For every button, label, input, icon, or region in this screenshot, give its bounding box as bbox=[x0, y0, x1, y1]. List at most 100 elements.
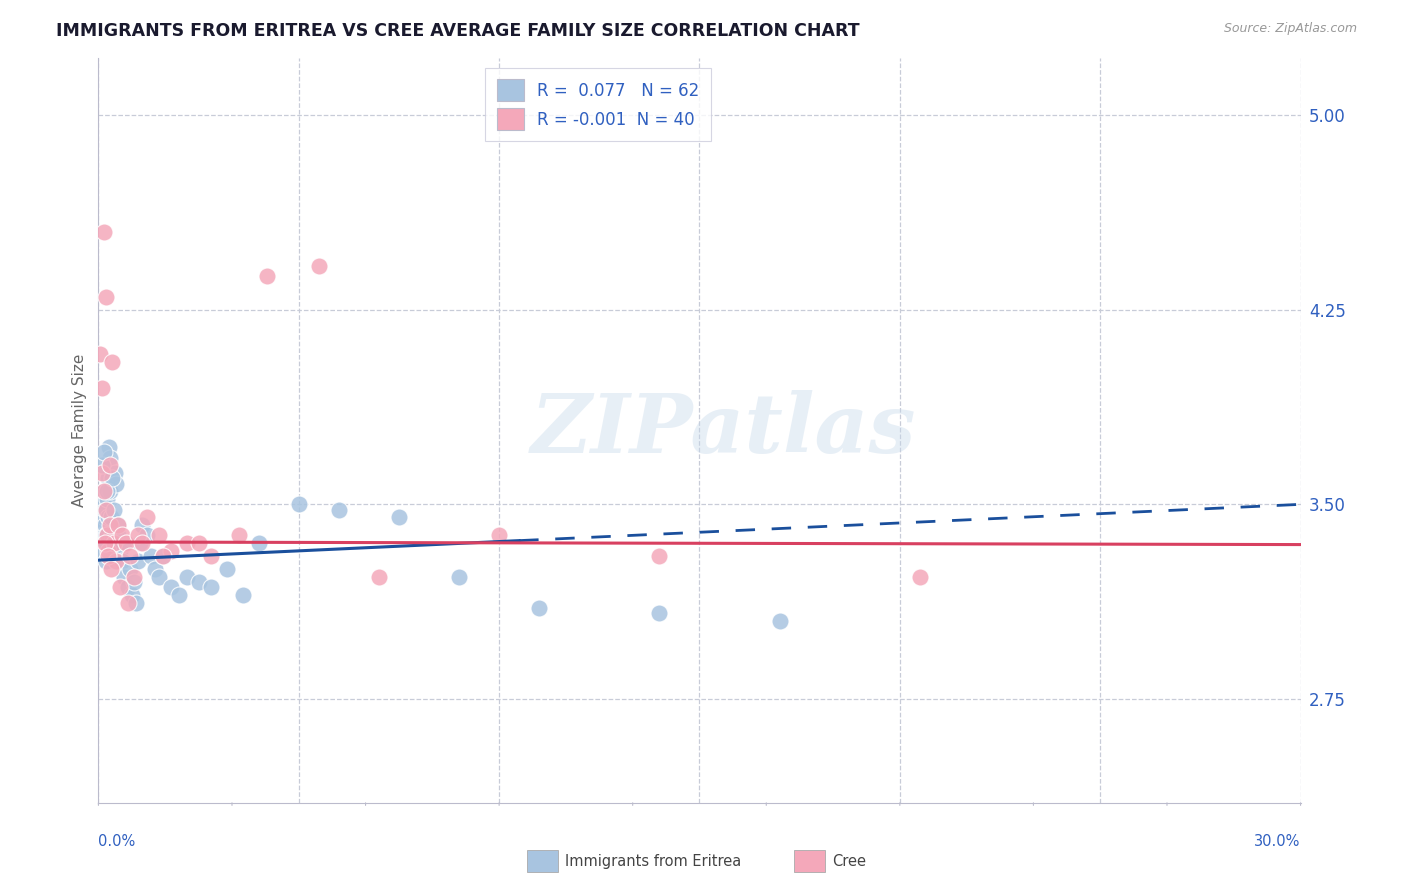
Point bbox=[93, 225, 115, 239]
Point bbox=[124, 575, 146, 590]
Point bbox=[215, 562, 238, 576]
Text: Cree: Cree bbox=[832, 854, 866, 869]
Point bbox=[91, 528, 114, 542]
Point bbox=[100, 484, 122, 499]
Point bbox=[111, 554, 134, 568]
Point bbox=[187, 575, 209, 590]
Point bbox=[256, 268, 278, 283]
Point bbox=[125, 596, 148, 610]
Bar bbox=[794, 850, 825, 872]
Point bbox=[308, 259, 330, 273]
Point bbox=[388, 510, 411, 524]
Point bbox=[110, 544, 132, 558]
Point bbox=[97, 510, 120, 524]
Point bbox=[232, 588, 254, 602]
Point bbox=[187, 536, 209, 550]
Point bbox=[148, 570, 170, 584]
Point bbox=[769, 614, 792, 628]
Point bbox=[96, 528, 118, 542]
Point bbox=[110, 581, 132, 595]
Point bbox=[101, 528, 124, 542]
Point bbox=[105, 476, 128, 491]
Point bbox=[115, 536, 138, 550]
Point bbox=[148, 528, 170, 542]
Point bbox=[131, 518, 153, 533]
Point bbox=[200, 549, 222, 564]
Point bbox=[96, 502, 118, 516]
Point bbox=[96, 492, 118, 507]
Point bbox=[129, 536, 152, 550]
Point bbox=[152, 549, 174, 564]
Point bbox=[111, 528, 134, 542]
Point bbox=[94, 554, 117, 568]
Point bbox=[94, 290, 117, 304]
Point bbox=[288, 497, 311, 511]
Point bbox=[93, 528, 115, 542]
Text: Immigrants from Eritrea: Immigrants from Eritrea bbox=[565, 854, 741, 869]
Point bbox=[107, 528, 129, 542]
Text: Source: ZipAtlas.com: Source: ZipAtlas.com bbox=[1223, 22, 1357, 36]
Point bbox=[648, 549, 671, 564]
Point bbox=[100, 471, 122, 485]
Point bbox=[96, 528, 118, 542]
Point bbox=[97, 471, 120, 485]
Point bbox=[107, 518, 129, 533]
Point bbox=[529, 601, 551, 615]
Point bbox=[143, 562, 166, 576]
Point bbox=[105, 554, 128, 568]
Point bbox=[100, 458, 122, 473]
Y-axis label: Average Family Size: Average Family Size bbox=[72, 354, 87, 507]
Point bbox=[91, 544, 114, 558]
Point bbox=[93, 445, 115, 459]
Point bbox=[93, 484, 115, 499]
Point bbox=[488, 528, 510, 542]
Point bbox=[124, 570, 146, 584]
Point bbox=[447, 570, 470, 584]
Point bbox=[247, 536, 270, 550]
Legend: R =  0.077   N = 62, R = -0.001  N = 40: R = 0.077 N = 62, R = -0.001 N = 40 bbox=[485, 68, 711, 142]
Point bbox=[128, 554, 150, 568]
Text: IMMIGRANTS FROM ERITREA VS CREE AVERAGE FAMILY SIZE CORRELATION CHART: IMMIGRANTS FROM ERITREA VS CREE AVERAGE … bbox=[56, 22, 860, 40]
Point bbox=[91, 497, 114, 511]
Point bbox=[908, 570, 931, 584]
Point bbox=[101, 354, 124, 368]
Point bbox=[91, 467, 114, 481]
Point bbox=[152, 549, 174, 564]
Point bbox=[97, 549, 120, 564]
Point bbox=[120, 549, 142, 564]
Point bbox=[117, 581, 139, 595]
Point bbox=[120, 562, 142, 576]
Point bbox=[90, 380, 112, 394]
Point bbox=[94, 518, 117, 533]
Point bbox=[176, 570, 198, 584]
Text: 0.0%: 0.0% bbox=[98, 834, 135, 849]
Point bbox=[103, 536, 125, 550]
Point bbox=[91, 458, 114, 473]
Point bbox=[121, 588, 143, 602]
Point bbox=[100, 510, 122, 524]
Point bbox=[135, 528, 157, 542]
Point bbox=[103, 502, 125, 516]
Point bbox=[200, 581, 222, 595]
Point bbox=[103, 536, 125, 550]
Point bbox=[107, 518, 129, 533]
Point bbox=[176, 536, 198, 550]
Point bbox=[228, 528, 250, 542]
Point bbox=[93, 484, 115, 499]
Point bbox=[139, 549, 162, 564]
Text: ZIPatlas: ZIPatlas bbox=[531, 391, 917, 470]
Point bbox=[94, 502, 117, 516]
Point bbox=[117, 596, 139, 610]
Point bbox=[97, 544, 120, 558]
Point bbox=[328, 502, 350, 516]
Point bbox=[368, 570, 391, 584]
Point bbox=[114, 570, 136, 584]
Point bbox=[94, 536, 117, 550]
Point bbox=[159, 581, 181, 595]
Point bbox=[648, 607, 671, 621]
Point bbox=[115, 536, 138, 550]
Point bbox=[128, 528, 150, 542]
Point bbox=[94, 536, 117, 550]
Bar bbox=[527, 850, 558, 872]
Point bbox=[135, 510, 157, 524]
